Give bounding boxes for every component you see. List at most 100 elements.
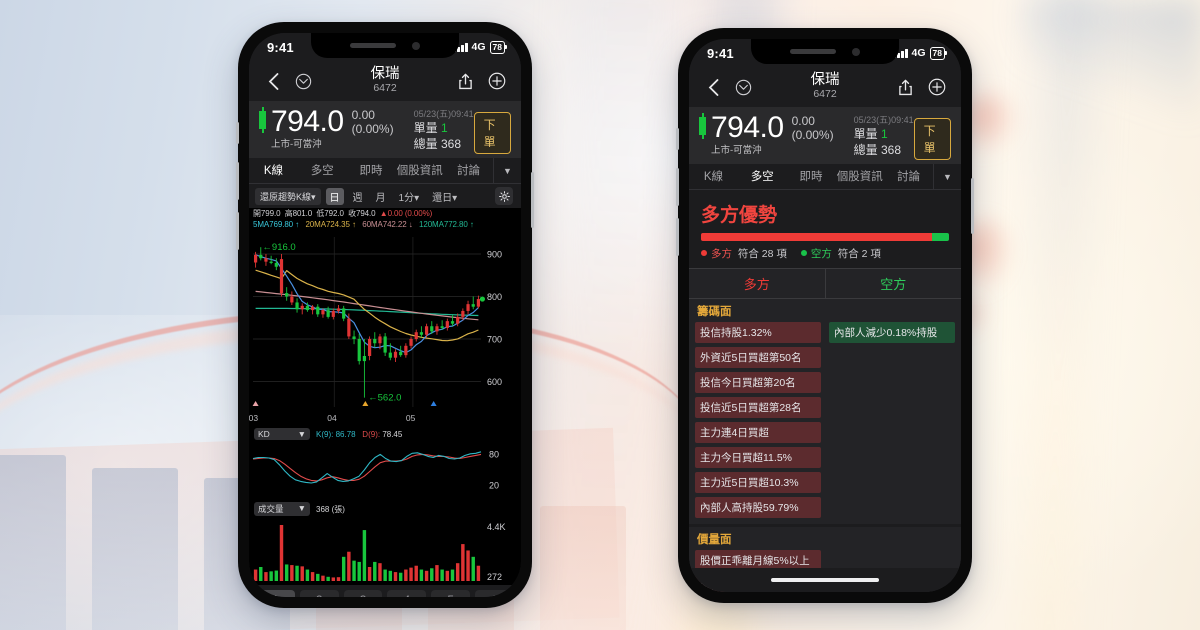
mute-switch[interactable] <box>236 122 239 144</box>
bull-signal-chip[interactable]: 投信持股1.32% <box>695 322 821 343</box>
change-block: 0.00 (0.00%) <box>352 108 394 136</box>
column-header-bear[interactable]: 空方 <box>880 277 907 292</box>
back-button[interactable] <box>701 75 725 99</box>
tab-kline[interactable]: K線 <box>703 170 723 183</box>
kd-chart[interactable]: 80 20 <box>249 441 521 501</box>
page-button-3[interactable]: 3 <box>343 590 383 597</box>
bear-signal-placeholder <box>829 387 955 393</box>
bull-signal-chip[interactable]: 主力連4日買超 <box>695 422 821 443</box>
battery-icon: 78 <box>929 46 948 60</box>
page-button-6[interactable]: 6 <box>475 590 514 597</box>
page-button-4[interactable]: 4 <box>387 590 427 597</box>
page-button-1[interactable]: 1 <box>256 590 295 597</box>
page-button-5[interactable]: 5 <box>431 590 471 597</box>
ma5-value: 769.80 <box>269 219 294 229</box>
tab-bullbear[interactable]: 多空 <box>750 170 774 183</box>
nav-bar: 保瑞 6472 <box>249 61 521 101</box>
bull-signal-chip[interactable]: 股價正乖離月線5%以上 <box>695 550 821 571</box>
quote-panel: 794.0 上市-可當沖 0.00 (0.00%) 05/23(五)09:41 … <box>249 101 521 158</box>
ma60-value: 742.22 <box>382 219 407 229</box>
price-change-pct: (0.00%) <box>351 122 394 136</box>
status-indicators: 4G 78 <box>453 40 508 54</box>
compass-icon[interactable] <box>731 75 755 99</box>
kd-indicator-label: KD <box>258 429 270 439</box>
kd-indicator-dropdown[interactable]: KD ▼ <box>254 428 310 440</box>
volume-up-button[interactable] <box>676 168 679 206</box>
period-day[interactable]: 日 <box>325 187 344 205</box>
volume-down-button[interactable] <box>676 218 679 256</box>
share-icon[interactable] <box>453 69 477 93</box>
period-week[interactable]: 週 <box>352 192 363 204</box>
compass-icon[interactable] <box>291 69 315 93</box>
period-month[interactable]: 月 <box>375 192 386 204</box>
order-button[interactable]: 下單 <box>473 112 511 154</box>
baluster <box>540 506 626 630</box>
order-button[interactable]: 下單 <box>913 118 951 160</box>
tab-discussion[interactable]: 討論 <box>897 170 921 183</box>
volume-down-button[interactable] <box>236 212 239 250</box>
price-change: 0.00 <box>791 114 815 128</box>
page-button-2[interactable]: 2 <box>299 590 339 597</box>
volume-indicator-dropdown[interactable]: 成交量 ▼ <box>254 502 310 516</box>
bear-signal-placeholder <box>829 377 955 383</box>
restore-label: 還日 <box>432 192 453 204</box>
home-indicator[interactable] <box>771 578 879 582</box>
power-button[interactable] <box>531 172 534 228</box>
candlestick-chart[interactable]: 600 700 800 900 03 04 05 ←916.0 ←562.0 <box>249 231 521 427</box>
last-price: 794.0 <box>271 105 344 138</box>
tab-kline[interactable]: K線 <box>263 164 283 177</box>
page-button-bar: 1 2 3 4 5 6 <box>249 585 521 597</box>
earpiece-speaker <box>790 49 836 54</box>
bull-column: 投信持股1.32% 外資近5日買超第50名 投信今日買超第20名 投信近5日買超第28… <box>689 322 825 522</box>
status-time: 9:41 <box>707 45 734 61</box>
ratio-bull-segment <box>701 233 932 241</box>
volume-chart[interactable]: 4.4K 272 <box>249 517 521 585</box>
svg-text:900: 900 <box>487 250 502 260</box>
bull-signal-chip[interactable]: 外資近5日買超第50名 <box>695 347 821 368</box>
tab-realtime[interactable]: 即時 <box>799 170 823 183</box>
tab-bullbear[interactable]: 多空 <box>310 164 334 177</box>
tab-stock-info[interactable]: 個股資訊 <box>396 164 443 177</box>
power-button[interactable] <box>971 178 974 234</box>
bull-dot-icon <box>701 250 707 256</box>
legend-bear: 空方 符合 2 項 <box>800 246 881 261</box>
legend-bear-text: 符合 2 項 <box>837 248 881 260</box>
interval-label: 1分 <box>398 192 415 204</box>
section-divider <box>689 524 961 527</box>
kline-type-label: 還原趨勢K線 <box>260 191 312 202</box>
ohlc-strip: 開799.0 高801.0 低792.0 收794.0 ▲0.00 (0.00%… <box>249 208 521 231</box>
high-label: 高 <box>284 209 293 218</box>
kline-type-dropdown[interactable]: 還原趨勢K線▾ <box>255 187 321 205</box>
tab-discussion[interactable]: 討論 <box>457 164 481 177</box>
chevron-down-icon[interactable]: ▼ <box>932 163 961 190</box>
total-volume-row: 總量 368 <box>414 136 474 152</box>
d-label: D(9): <box>362 429 381 439</box>
plus-circle-icon[interactable] <box>925 75 949 99</box>
interval-dropdown[interactable]: 1分▾ <box>395 188 424 205</box>
tab-realtime[interactable]: 即時 <box>359 164 383 177</box>
svg-text:700: 700 <box>487 335 502 345</box>
bull-signal-chip[interactable]: 主力今日買超11.5% <box>695 447 821 468</box>
tab-stock-info[interactable]: 個股資訊 <box>836 170 883 183</box>
total-volume-label: 總量 <box>413 137 438 151</box>
restore-dropdown[interactable]: 還日▾ <box>428 188 461 205</box>
kd-values: K(9): 86.78 D(9): 78.45 <box>316 430 402 439</box>
section-grid: 投信持股1.32% 外資近5日買超第50名 投信今日買超第20名 投信近5日買超第28… <box>689 322 961 522</box>
bull-signal-chip[interactable]: 投信今日買超第20名 <box>695 372 821 393</box>
tab-bar-left: K線 多空 即時 個股資訊 討論 ▼ <box>249 157 521 184</box>
bull-signal-chip[interactable]: 投信近5日買超第28名 <box>695 397 821 418</box>
plus-circle-icon[interactable] <box>485 69 509 93</box>
bear-signal-chip[interactable]: 內部人減少0.18%持股 <box>829 322 955 343</box>
ma60-name: 60MA <box>362 219 383 229</box>
back-button[interactable] <box>261 69 285 93</box>
gear-icon[interactable] <box>495 187 513 205</box>
share-icon[interactable] <box>893 75 917 99</box>
bear-signal-placeholder <box>829 550 955 556</box>
volume-up-button[interactable] <box>236 162 239 200</box>
price-change-pct: (0.00%) <box>791 128 834 142</box>
bull-signal-chip[interactable]: 主力近5日買超10.3% <box>695 472 821 493</box>
mute-switch[interactable] <box>676 128 679 150</box>
column-header-bull[interactable]: 多方 <box>689 269 826 298</box>
chevron-down-icon[interactable]: ▼ <box>492 157 521 184</box>
bull-signal-chip[interactable]: 內部人高持股59.79% <box>695 497 821 518</box>
